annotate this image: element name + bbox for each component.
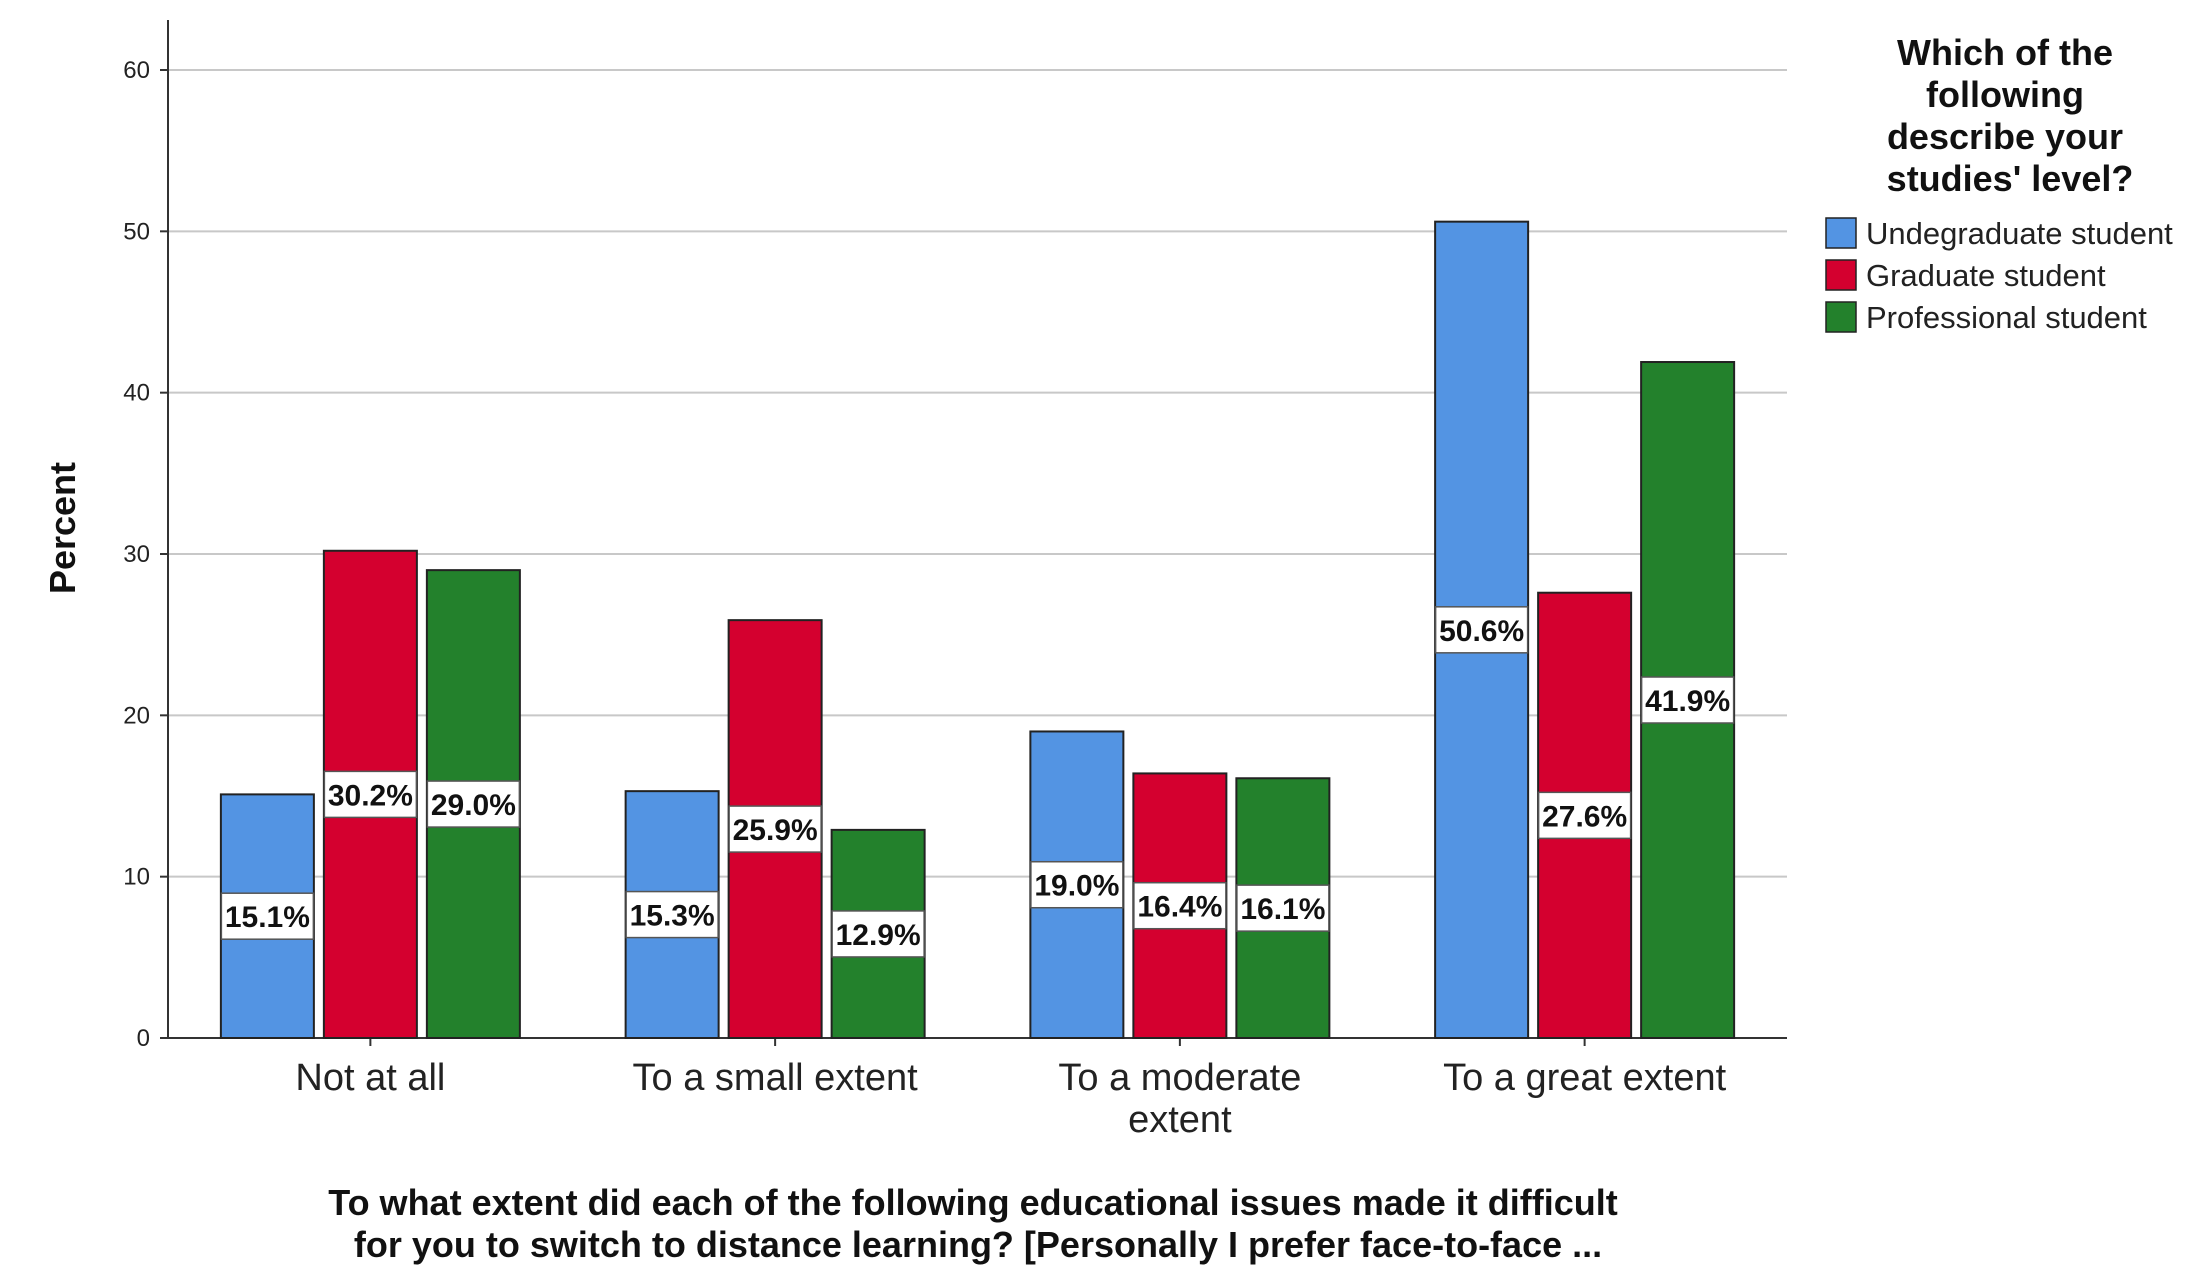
axes: 0 10 20 30 40 50 60 [123,20,1787,1052]
legend-title: Which of the following describe your stu… [1887,32,2134,199]
data-label-box [728,805,822,853]
data-label-box [220,892,315,940]
data-label-box [1537,791,1632,840]
legend-title-line-2: following [1926,74,2084,115]
legend-title-line-3: describe your [1887,116,2123,157]
legend: Which of the following describe your stu… [1825,32,2173,335]
legend-swatch [1825,217,1857,249]
category-labels: Not at all To a small extent To a moderate… [295,1057,1726,1141]
data-label-box [426,780,521,828]
y-tick-label: 10 [123,864,150,891]
y-tick-label: 30 [123,541,150,568]
y-axis-title: Percent [42,462,83,594]
x-tick-label: To a great extent [1443,1057,1727,1099]
data-label: 12.9% [836,919,921,952]
y-tick-label: 0 [137,1025,150,1052]
data-label: 27.6% [1542,800,1627,833]
data-label-box [1030,860,1124,909]
data-labels: 15.1% 30.2% 29.0% 15.3% 25.9% 12.9% 19.0% 16.4%… [220,606,1735,958]
data-label: 19.0% [1034,870,1119,903]
data-label-box [1640,676,1735,724]
data-label: 30.2% [328,779,413,812]
legend-title-line-1: Which of the [1897,32,2113,73]
data-label-box [625,890,719,939]
x-tick-label: Not at all [295,1057,445,1099]
legend-swatch [1825,259,1857,291]
data-label: 15.1% [225,901,310,934]
data-label-box [1133,881,1227,930]
data-label-box [323,770,418,819]
x-tick-label: To a moderate [1058,1057,1301,1099]
data-label: 25.9% [733,814,818,847]
data-label: 29.0% [431,789,516,822]
legend-title-line-4: studies' level? [1887,158,2134,199]
y-tick-label: 20 [123,702,150,729]
y-tick-label: 40 [123,380,150,407]
y-tick-label: 60 [123,57,150,84]
x-axis-title-line-1: To what extent did each of the following… [328,1182,1617,1223]
data-label: 15.3% [630,900,715,933]
legend-label: Undegraduate student [1866,216,2173,251]
legend-label: Graduate student [1866,258,2106,293]
data-label: 16.4% [1137,891,1222,924]
data-label-box [1434,606,1529,654]
data-label: 16.1% [1240,893,1325,926]
x-tick-label: To a small extent [633,1057,919,1099]
data-label-box [1236,884,1330,932]
y-tick-label: 50 [123,218,150,245]
x-axis-title-line-2: for you to switch to distance learning? … [354,1224,1602,1265]
data-label: 41.9% [1645,685,1730,718]
data-label: 50.6% [1439,615,1524,648]
data-label-box [831,910,925,958]
legend-swatch [1825,301,1857,333]
x-axis-title: To what extent did each of the following… [328,1182,1627,1265]
legend-items: Undegraduate student Graduate student Prof… [1825,216,2173,335]
legend-label: Professional student [1866,300,2147,335]
x-tick-label: extent [1128,1099,1232,1141]
